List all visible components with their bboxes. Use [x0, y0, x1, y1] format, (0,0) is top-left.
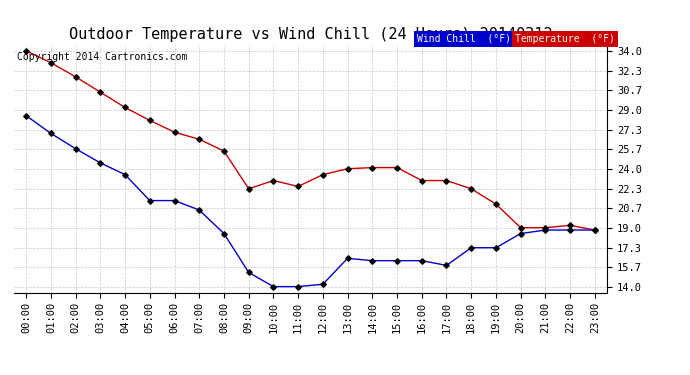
Text: Wind Chill  (°F): Wind Chill (°F) — [417, 34, 511, 44]
Text: Temperature  (°F): Temperature (°F) — [515, 34, 615, 44]
Title: Outdoor Temperature vs Wind Chill (24 Hours) 20140312: Outdoor Temperature vs Wind Chill (24 Ho… — [69, 27, 552, 42]
Text: Copyright 2014 Cartronics.com: Copyright 2014 Cartronics.com — [17, 53, 187, 62]
